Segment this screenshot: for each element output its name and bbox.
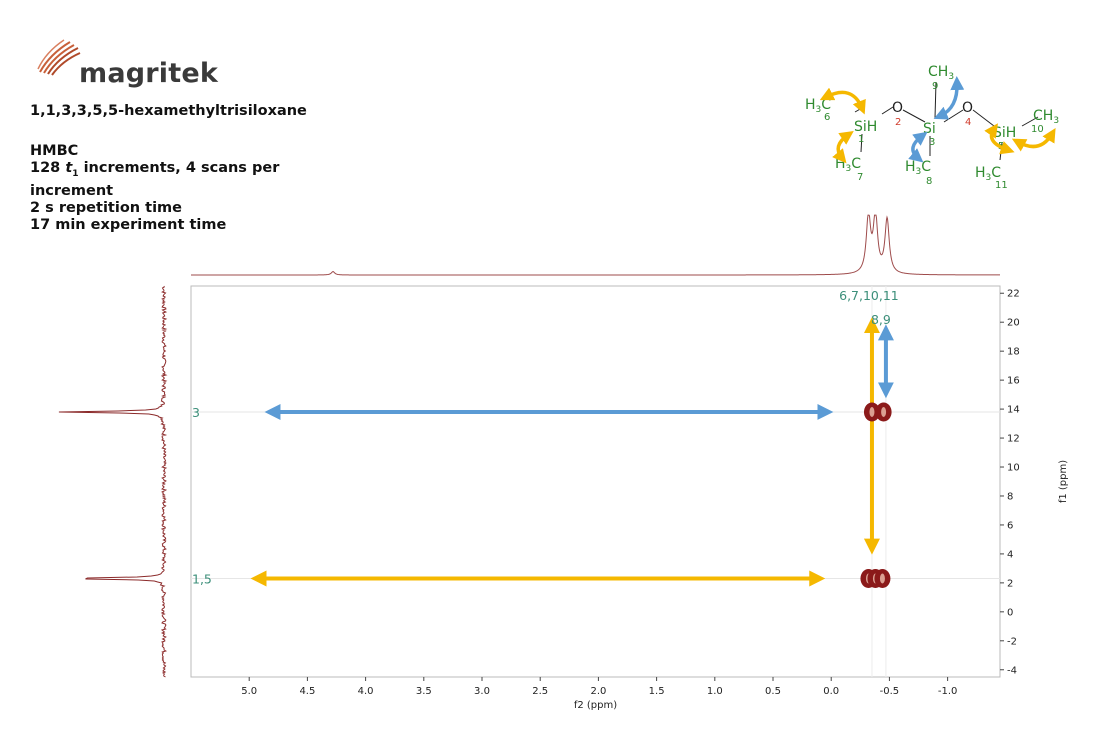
magritek-logo-icon [37,39,81,76]
brand-name: magritek [79,58,219,89]
mol-num-6: 6 [824,112,830,123]
mol-ch3-9: CH3 [928,64,954,82]
mol-sih-1: SiH [854,119,877,135]
y-tick-label: 14 [1007,405,1020,416]
x-tick-label: 2.0 [590,686,606,697]
mol-num-10: 10 [1031,124,1044,135]
f1-projection-trace [58,285,168,678]
mol-num-11: 11 [995,180,1008,191]
compound-name: 1,1,3,3,5,5-hexamethyltrisiloxane [30,103,307,119]
column-label: 6,7,10,11 [839,288,899,303]
y-tick-label: 16 [1007,376,1020,387]
x-tick-label: 0.5 [765,686,781,697]
mol-arrow-9-3 [933,76,965,120]
y-axis-title: f1 (ppm) [1058,460,1069,503]
y-tick-label: -2 [1007,636,1017,647]
y-tick-label: 0 [1007,607,1013,618]
row-label: 3 [192,405,200,420]
correlation-arrows [250,317,894,587]
y-tick-label: 6 [1007,520,1013,531]
correlation-labels: 3 1,5 6,7,10,11 8,9 [192,288,899,587]
experiment-type: HMBC [30,143,79,159]
y-tick-label: 18 [1007,347,1020,358]
mol-h3c-8: H3C [905,159,931,177]
x-tick-label: 3.0 [474,686,490,697]
mol-sih-5: SiH [993,125,1016,141]
x-axis: 5.0 4.5 4.0 3.5 3.0 2.5 2.0 1.5 1.0 0.5 0.0 -0.5 -1.… [241,677,957,697]
cross-peak-core [881,406,887,417]
x-tick-label: 4.0 [358,686,374,697]
plot-frame [190,285,1001,678]
x-tick-label: 2.5 [532,686,548,697]
mol-arrow-8-3 [908,131,928,163]
x-tick-label: -0.5 [880,686,900,697]
repetition-time: 2 s repetition time [30,199,182,216]
mol-o-2: O [892,100,903,116]
y-tick-label: 22 [1007,289,1020,300]
mol-arrow-7-1 [832,131,854,164]
y-tick-label: 12 [1007,434,1020,445]
mol-num-8: 8 [926,176,932,187]
y-tick-label: 4 [1007,549,1013,560]
column-label: 8,9 [871,312,891,327]
cross-peak-core [879,573,885,584]
y-tick-label: 20 [1007,318,1020,329]
x-tick-label: 5.0 [241,686,257,697]
mol-arrow-6-1 [819,87,866,115]
mol-arrow-10-5 [1011,127,1056,152]
f2-projection-trace [191,214,1000,276]
mol-num-7: 7 [857,172,863,183]
mol-h3c-7: H3C [835,156,861,174]
molecule-structure: H3C 6 SiH 1 H3C 7 O 2 CH3 9 Si 3 H3C 8 O… [805,64,1059,191]
mol-o-4: O [962,100,973,116]
mol-num-2: 2 [895,117,901,128]
x-tick-label: 4.5 [299,686,315,697]
row-label: 1,5 [192,572,212,587]
x-tick-label: 1.0 [707,686,723,697]
experiment-parameters: HMBC 128 t1 increments, 4 scans per incr… [30,143,279,234]
x-tick-label: -1.0 [938,686,958,697]
y-tick-label: 10 [1007,463,1020,474]
increments-line-2: increment [30,182,114,199]
mol-ch3-10: CH3 [1033,108,1059,126]
y-tick-label: 2 [1007,578,1013,589]
cross-peaks [860,402,892,589]
experiment-duration: 17 min experiment time [30,216,227,233]
mol-num-3: 3 [929,137,935,148]
x-tick-label: 3.5 [416,686,432,697]
x-axis-title: f2 (ppm) [574,700,617,711]
x-tick-label: 0.0 [823,686,839,697]
y-tick-label: 8 [1007,491,1013,502]
increments-line: 128 t1 increments, 4 scans per [30,160,280,179]
mol-num-4: 4 [965,117,971,128]
mol-num-9: 9 [932,81,938,92]
mol-num-1: 1 [858,134,864,145]
mol-arrow-11-5 [984,123,1015,155]
bonds [854,81,1039,161]
x-tick-label: 1.5 [649,686,665,697]
mol-si-3: Si [923,121,936,137]
cross-peak-core [869,406,875,417]
grid-lines [191,286,1000,677]
header: magritek 1,1,3,3,5,5-hexamethyltrisiloxa… [0,0,560,260]
y-tick-label: -4 [1007,665,1017,676]
mol-h3c-11: H3C [975,165,1001,183]
